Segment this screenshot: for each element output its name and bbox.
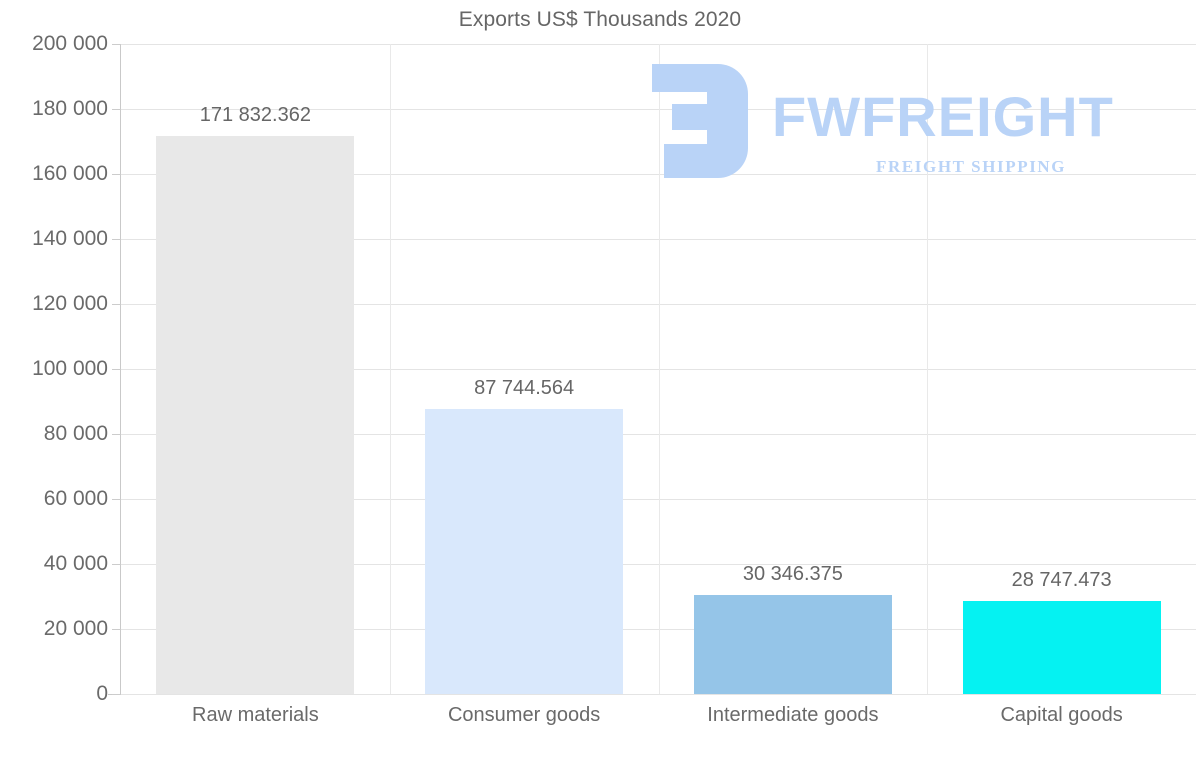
y-axis-tick-label: 100 000 — [32, 357, 108, 380]
x-axis-category-label: Intermediate goods — [707, 704, 879, 726]
y-axis-tick-label: 200 000 — [32, 32, 108, 55]
y-axis-tick-mark — [112, 174, 121, 175]
y-axis-tick-mark — [112, 369, 121, 370]
gridline-horizontal — [121, 694, 1196, 695]
gridline-horizontal — [121, 499, 1196, 500]
y-axis-tick-mark — [112, 564, 121, 565]
y-axis-tick-label: 40 000 — [43, 552, 108, 575]
y-axis-tick-label: 80 000 — [43, 422, 108, 445]
gridline-vertical — [659, 44, 660, 694]
y-axis-tick-mark — [112, 239, 121, 240]
chart-title: Exports US$ Thousands 2020 — [458, 8, 742, 31]
bar-value-label: 171 832.362 — [199, 103, 311, 126]
gridline-horizontal — [121, 369, 1196, 370]
gridline-vertical — [927, 44, 928, 694]
y-axis-tick-mark — [112, 109, 121, 110]
gridline-vertical — [390, 44, 391, 694]
bar-value-label: 87 744.564 — [474, 376, 575, 399]
bar[interactable] — [156, 136, 354, 694]
gridline-horizontal — [121, 44, 1196, 45]
gridline-horizontal — [121, 564, 1196, 565]
gridline-horizontal — [121, 239, 1196, 240]
bar[interactable] — [425, 409, 623, 694]
y-axis-tick-mark — [112, 434, 121, 435]
y-axis-tick-label: 0 — [96, 682, 108, 705]
plot-area — [121, 44, 1196, 695]
y-axis-tick-label: 180 000 — [32, 97, 108, 120]
y-axis-tick-label: 120 000 — [32, 292, 108, 315]
y-axis-tick-mark — [112, 499, 121, 500]
x-axis-category-label: Consumer goods — [447, 704, 601, 726]
bar-value-label: 30 346.375 — [742, 563, 843, 586]
y-axis-tick-label: 160 000 — [32, 162, 108, 185]
y-axis-tick-mark — [112, 694, 121, 695]
y-axis-labels: 0 20 000 40 000 60 000 80 000 100 000 120 000 1… — [0, 0, 108, 763]
y-axis-tick-mark — [112, 304, 121, 305]
gridline-horizontal — [121, 629, 1196, 630]
y-axis-tick-label: 140 000 — [32, 227, 108, 250]
bar[interactable] — [694, 595, 892, 694]
y-axis-tick-label: 20 000 — [43, 617, 108, 640]
y-axis-tick-mark — [112, 629, 121, 630]
x-axis-category-label: Capital goods — [1000, 704, 1123, 726]
bar-value-label: 28 747.473 — [1011, 568, 1112, 591]
y-axis-tick-label: 60 000 — [43, 487, 108, 510]
x-axis-category-label: Raw materials — [192, 704, 319, 726]
gridline-horizontal — [121, 434, 1196, 435]
gridline-horizontal — [121, 304, 1196, 305]
y-axis-tick-mark — [112, 44, 121, 45]
bar[interactable] — [963, 601, 1161, 694]
